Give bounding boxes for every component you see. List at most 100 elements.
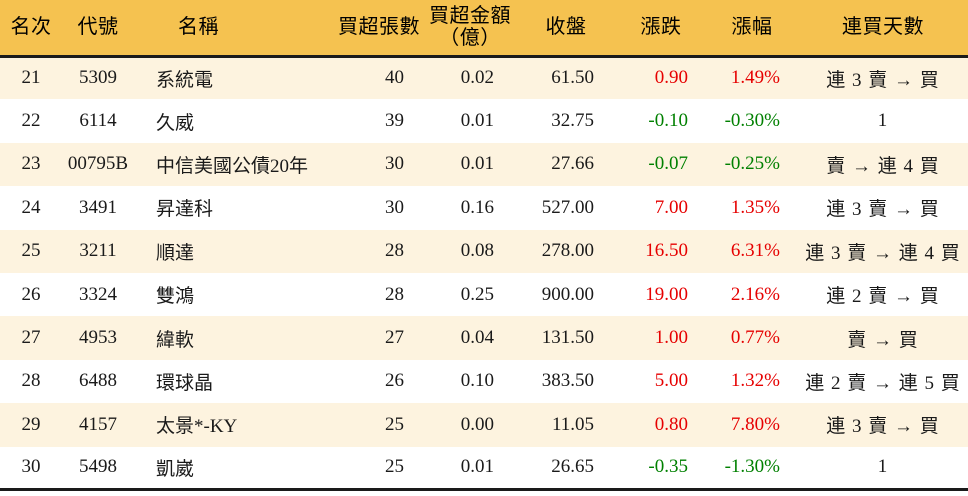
- cell-close: 278.00: [541, 240, 594, 262]
- table-row[interactable]: 28 6488 環球晶 26 0.10 383.50 5.00 1.32% 連 2 賣 → 連 …: [0, 359, 968, 404]
- cell-amount: 0.08: [460, 240, 494, 262]
- cell-streak-text: 連 3 賣 → 買: [826, 69, 940, 91]
- cell-pct: 2.16%: [730, 283, 780, 305]
- cell-name: 順達: [156, 242, 195, 264]
- cell-streak: 連 2 賣 → 連 5 買: [798, 360, 968, 403]
- table-row[interactable]: 21 5309 系統電 40 0.02 61.50 0.90 1.49% 連 3 賣 → 買: [0, 56, 968, 100]
- cell-rank: 30: [21, 456, 41, 478]
- cell-code: 3211: [79, 240, 117, 262]
- column-header-streak[interactable]: 連買天數: [842, 16, 924, 39]
- cell-amount: 0.25: [460, 283, 494, 305]
- cell-rank: 27: [21, 327, 41, 349]
- column-header-rank[interactable]: 名次: [10, 16, 52, 39]
- cell-pct: -0.25%: [724, 153, 780, 175]
- cell-name: 中信美國公債20年: [156, 155, 309, 177]
- table-header-row: 名次 代號 名稱 買超張數 買超金額 （億） 收盤 漲跌 漲幅 連買天數: [0, 0, 968, 56]
- column-header-amount[interactable]: 買超金額 （億）: [424, 0, 516, 56]
- cell-rank: 23: [21, 153, 41, 175]
- cell-streak: 賣 → 買: [798, 316, 968, 359]
- cell-code: 6488: [79, 370, 117, 392]
- cell-pct: 0.77%: [730, 327, 780, 349]
- table-row[interactable]: 27 4953 緯軟 27 0.04 131.50 1.00 0.77% 賣 → 買: [0, 316, 968, 360]
- column-header-pct[interactable]: 漲幅: [731, 16, 773, 39]
- cell-streak: 連 3 賣 → 買: [798, 403, 968, 446]
- column-header-lots[interactable]: 買超張數: [338, 16, 420, 39]
- cell-streak-text: 賣 → 買: [847, 329, 919, 351]
- cell-pct: 1.35%: [730, 196, 780, 218]
- cell-rank: 26: [21, 283, 41, 305]
- cell-streak: 賣 → 連 4 買: [798, 143, 968, 186]
- cell-change: 16.50: [645, 240, 688, 262]
- cell-amount: 0.10: [460, 370, 494, 392]
- cell-name: 凱崴: [156, 458, 195, 480]
- cell-code: 5498: [79, 456, 117, 478]
- cell-name: 緯軟: [156, 329, 195, 351]
- cell-amount: 0.04: [460, 327, 494, 349]
- cell-lots: 30: [385, 196, 404, 218]
- table-row[interactable]: 26 3324 雙鴻 28 0.25 900.00 19.00 2.16% 連 2 賣 → 買: [0, 272, 968, 317]
- column-header-change[interactable]: 漲跌: [640, 16, 682, 39]
- cell-close: 26.65: [551, 456, 594, 478]
- cell-close: 61.50: [551, 67, 594, 89]
- column-header-code[interactable]: 代號: [77, 16, 119, 39]
- column-header-close[interactable]: 收盤: [545, 16, 587, 39]
- table-body: 21 5309 系統電 40 0.02 61.50 0.90 1.49% 連 3 賣 → 買 22…: [0, 56, 968, 490]
- cell-lots: 26: [385, 370, 404, 392]
- cell-name: 系統電: [156, 69, 214, 91]
- cell-rank: 24: [21, 196, 41, 218]
- cell-change: -0.10: [648, 110, 688, 132]
- cell-close: 32.75: [551, 110, 594, 132]
- column-header-amount-line1: 買超金額: [429, 4, 511, 27]
- cell-pct: -1.30%: [724, 456, 780, 478]
- cell-streak: 連 2 賣 → 買: [798, 273, 968, 316]
- cell-amount: 0.00: [460, 413, 494, 435]
- cell-change: 1.00: [654, 327, 688, 349]
- table-row[interactable]: 29 4157 太景*-KY 25 0.00 11.05 0.80 7.80% 連 3 賣 → …: [0, 403, 968, 447]
- cell-streak-text: 1: [877, 456, 889, 478]
- table-row[interactable]: 23 00795B 中信美國公債20年 30 0.01 27.66 -0.07 -0.25% 賣…: [0, 142, 968, 187]
- cell-amount: 0.01: [460, 153, 494, 175]
- cell-amount: 0.01: [460, 456, 494, 478]
- cell-lots: 28: [385, 240, 404, 262]
- table-row[interactable]: 30 5498 凱崴 25 0.01 26.65 -0.35 -1.30% 1: [0, 446, 968, 490]
- cell-pct: -0.30%: [724, 110, 780, 132]
- cell-rank: 28: [21, 370, 41, 392]
- cell-amount: 0.01: [460, 110, 494, 132]
- cell-change: 7.00: [654, 196, 688, 218]
- cell-close: 383.50: [541, 370, 594, 392]
- cell-code: 5309: [79, 67, 117, 89]
- cell-pct: 1.32%: [730, 370, 780, 392]
- cell-change: -0.35: [648, 456, 688, 478]
- cell-rank: 25: [21, 240, 41, 262]
- cell-streak: 連 3 賣 → 買: [798, 56, 968, 99]
- cell-code: 6114: [79, 110, 117, 132]
- table-header: 名次 代號 名稱 買超張數 買超金額 （億） 收盤 漲跌 漲幅 連買天數: [0, 0, 968, 56]
- cell-streak-text: 連 3 賣 → 買: [826, 416, 940, 438]
- cell-code: 3324: [79, 283, 117, 305]
- table-row[interactable]: 24 3491 昇達科 30 0.16 527.00 7.00 1.35% 連 3 賣 → 買: [0, 186, 968, 230]
- table-row[interactable]: 25 3211 順達 28 0.08 278.00 16.50 6.31% 連 3 賣 → 連 …: [0, 229, 968, 273]
- column-header-amount-line2: （億）: [439, 27, 501, 50]
- cell-streak-text: 連 3 賣 → 連 4 買: [805, 242, 961, 264]
- cell-close: 11.05: [551, 413, 594, 435]
- cell-change: 19.00: [645, 283, 688, 305]
- column-header-name[interactable]: 名稱: [178, 16, 219, 39]
- cell-rank: 29: [21, 413, 41, 435]
- cell-streak: 連 3 賣 → 連 4 買: [798, 230, 968, 273]
- cell-rank: 21: [21, 67, 41, 89]
- cell-streak: 連 3 賣 → 買: [798, 186, 968, 229]
- cell-streak-text: 連 2 賣 → 連 5 買: [805, 372, 961, 394]
- cell-close: 527.00: [541, 196, 594, 218]
- cell-lots: 25: [385, 456, 404, 478]
- cell-streak-text: 賣 → 連 4 買: [826, 155, 940, 177]
- cell-close: 27.66: [551, 153, 594, 175]
- cell-change: 0.90: [654, 67, 688, 89]
- cell-streak: 1: [798, 99, 968, 142]
- cell-change: 0.80: [654, 413, 688, 435]
- cell-pct: 7.80%: [730, 413, 780, 435]
- cell-streak-text: 1: [877, 110, 889, 132]
- cell-streak: 1: [798, 447, 968, 490]
- table-row[interactable]: 22 6114 久威 39 0.01 32.75 -0.10 -0.30% 1: [0, 99, 968, 143]
- cell-change: -0.07: [648, 153, 688, 175]
